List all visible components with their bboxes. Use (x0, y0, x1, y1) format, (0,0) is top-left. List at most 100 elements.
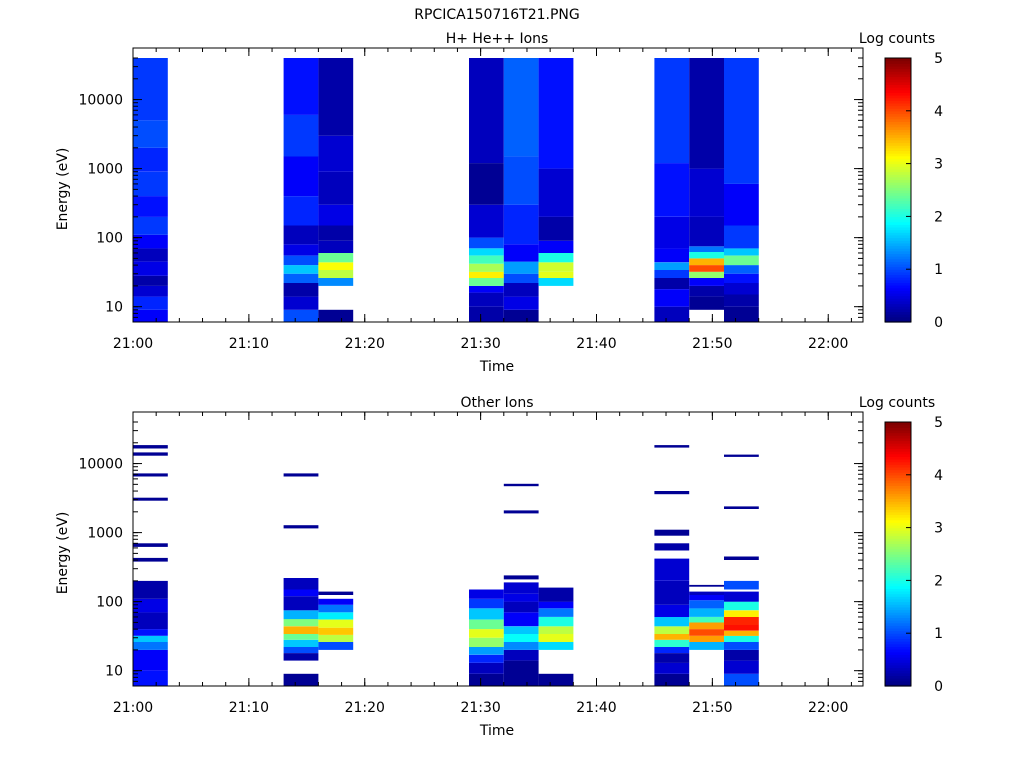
heatmap-cell (469, 598, 504, 609)
heatmap-cell (689, 285, 724, 297)
x-tick-label: 21:20 (345, 700, 385, 716)
colorbar-swatch (885, 182, 911, 186)
panel2-colorbar: 0 1 2 3 4 5 (884, 415, 943, 695)
colorbar-swatch (885, 285, 911, 289)
colorbar-swatch (885, 168, 911, 173)
heatmap-cell (283, 309, 319, 322)
heatmap-cell (133, 171, 168, 197)
colorbar-swatch (885, 424, 911, 428)
heatmap-cell (724, 617, 759, 625)
colorbar-swatch (885, 435, 911, 439)
heatmap-cell (469, 673, 504, 686)
colorbar-swatch (885, 622, 911, 626)
heatmap-cell (318, 270, 354, 278)
colorbar-swatch (885, 81, 911, 85)
colorbar-swatch (885, 577, 911, 581)
colorbar-swatch (885, 60, 911, 64)
heatmap-cell (724, 556, 759, 560)
heatmap-cell (283, 610, 319, 620)
heatmap-cell (689, 168, 724, 217)
heatmap-cell (133, 598, 168, 613)
colorbar-swatch (885, 493, 911, 497)
heatmap-cell (283, 673, 319, 686)
heatmap-cell (538, 216, 574, 241)
heatmap-cell (283, 647, 319, 653)
heatmap-cell (318, 225, 354, 241)
heatmap-cell (133, 557, 168, 562)
colorbar-swatch (885, 609, 911, 613)
colorbar-swatch (885, 134, 911, 138)
colorbar-swatch (885, 511, 911, 515)
heatmap-cell (654, 491, 690, 495)
colorbar-swatch (885, 656, 911, 661)
heatmap-cell (283, 525, 319, 529)
heatmap-cell (689, 642, 724, 650)
heatmap-cell (689, 252, 724, 259)
colorbar-swatch (885, 546, 911, 550)
heatmap-cell (469, 292, 504, 307)
colorbar-swatch (885, 68, 911, 72)
colorbar-swatch (885, 166, 911, 170)
colorbar-swatch (885, 630, 911, 634)
heatmap-cell (469, 255, 504, 264)
heatmap-cell (689, 617, 724, 623)
colorbar-swatch (885, 451, 911, 455)
colorbar-swatch (885, 139, 911, 144)
heatmap-cell (654, 278, 690, 289)
colorbar-swatch (885, 532, 911, 537)
heatmap-cell (318, 204, 354, 226)
heatmap-cell (654, 58, 690, 164)
colorbar-frame (884, 57, 912, 323)
colorbar-swatch (885, 211, 911, 215)
colorbar-swatch (885, 569, 911, 574)
colorbar-swatch (885, 84, 911, 88)
heatmap-cell (724, 255, 759, 266)
heatmap-cell (469, 608, 504, 620)
heatmap-cell (689, 635, 724, 642)
colorbar-swatch (885, 548, 911, 552)
heatmap-cell (503, 626, 539, 634)
colorbar-swatch (885, 651, 911, 655)
heatmap-cell (133, 473, 168, 477)
colorbar-swatch (885, 593, 911, 597)
colorbar-swatch (885, 646, 911, 650)
colorbar-swatch (885, 556, 911, 560)
heatmap-cell (654, 634, 690, 640)
heatmap-cell (469, 637, 504, 647)
y-tick-label: 10 (105, 300, 123, 316)
colorbar-swatch (885, 314, 911, 318)
heatmap-cell (469, 58, 504, 164)
heatmap-cell (503, 156, 539, 205)
panel1-axes: 21:00 21:10 21:20 21:30 21:40 21:50 22:00 10 100… (78, 47, 864, 352)
colorbar-swatch (885, 113, 911, 117)
heatmap-cell (724, 660, 759, 674)
heatmap-cell (133, 309, 168, 322)
heatmap-cell (724, 635, 759, 642)
colorbar-swatch (885, 158, 911, 162)
heatmap-cell (469, 204, 504, 238)
colorbar-swatch (885, 208, 911, 212)
colorbar-swatch (885, 303, 911, 307)
colorbar-swatch (885, 87, 911, 91)
colorbar-swatch (885, 89, 911, 93)
colorbar-swatch (885, 311, 911, 315)
heatmap-cell (503, 510, 539, 514)
heatmap-cell (538, 253, 574, 263)
colorbar-swatch (885, 448, 911, 452)
y-tick-label: 10000 (78, 93, 123, 109)
heatmap-cell (318, 642, 354, 650)
heatmap-cell (503, 309, 539, 322)
colorbar-swatch (885, 509, 911, 513)
heatmap-cell (689, 278, 724, 286)
heatmap-cell (689, 271, 724, 278)
colorbar-tick-label: 2 (934, 209, 943, 225)
heatmap-cell (283, 58, 319, 115)
colorbar-swatch (885, 179, 911, 183)
colorbar-swatch (885, 561, 911, 566)
panel2-heatmap (133, 445, 759, 686)
heatmap-cell (133, 248, 168, 262)
heatmap-cell (283, 265, 319, 274)
colorbar-swatch (885, 554, 911, 558)
colorbar-tick-label: 5 (934, 415, 943, 431)
x-tick-label: 21:00 (113, 700, 153, 716)
